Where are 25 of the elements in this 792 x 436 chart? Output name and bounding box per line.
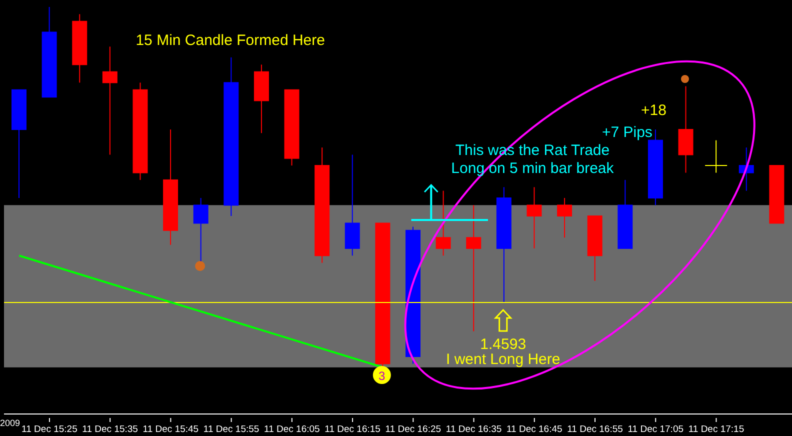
candlestick [526, 186, 542, 249]
x-tick-label: 11 Dec 15:45 [142, 424, 199, 435]
annotation: 15 Min Candle Formed Here [136, 32, 325, 49]
x-tick-label: 11 Dec 16:15 [324, 424, 380, 435]
candlestick [436, 190, 451, 256]
x-tick-label: 11 Dec 17:15 [688, 424, 744, 435]
text: 3 [378, 369, 386, 383]
annotation: Long on 5 min bar break [451, 160, 614, 177]
x-tick-label: 11 Dec 15:25 [22, 424, 78, 435]
annotation: I went Long Here [446, 351, 560, 368]
x-tick-label: 11 Dec 16:05 [264, 424, 320, 435]
candlestick [557, 197, 572, 238]
annotation: 1.4593 [480, 336, 526, 353]
x-tick-label: 11 Dec 17:05 [628, 424, 684, 435]
candlestick [466, 204, 482, 332]
x-tick-label: 11 Dec 16:25 [385, 424, 442, 435]
annotation: +7 Pips [602, 124, 652, 141]
candlestick [102, 46, 118, 156]
annotation: +18 [640, 102, 666, 119]
x-tick-label: 11 Dec 15:55 [203, 424, 260, 435]
x-tick-label: 11 Dec 16:55 [567, 424, 623, 435]
x-tick-label: 11 Dec 16:35 [446, 424, 502, 435]
text: 2009 [0, 418, 20, 428]
x-tick-label: 11 Dec 16:45 [506, 424, 562, 435]
x-tick-label: 11 Dec 15:35 [82, 424, 138, 435]
